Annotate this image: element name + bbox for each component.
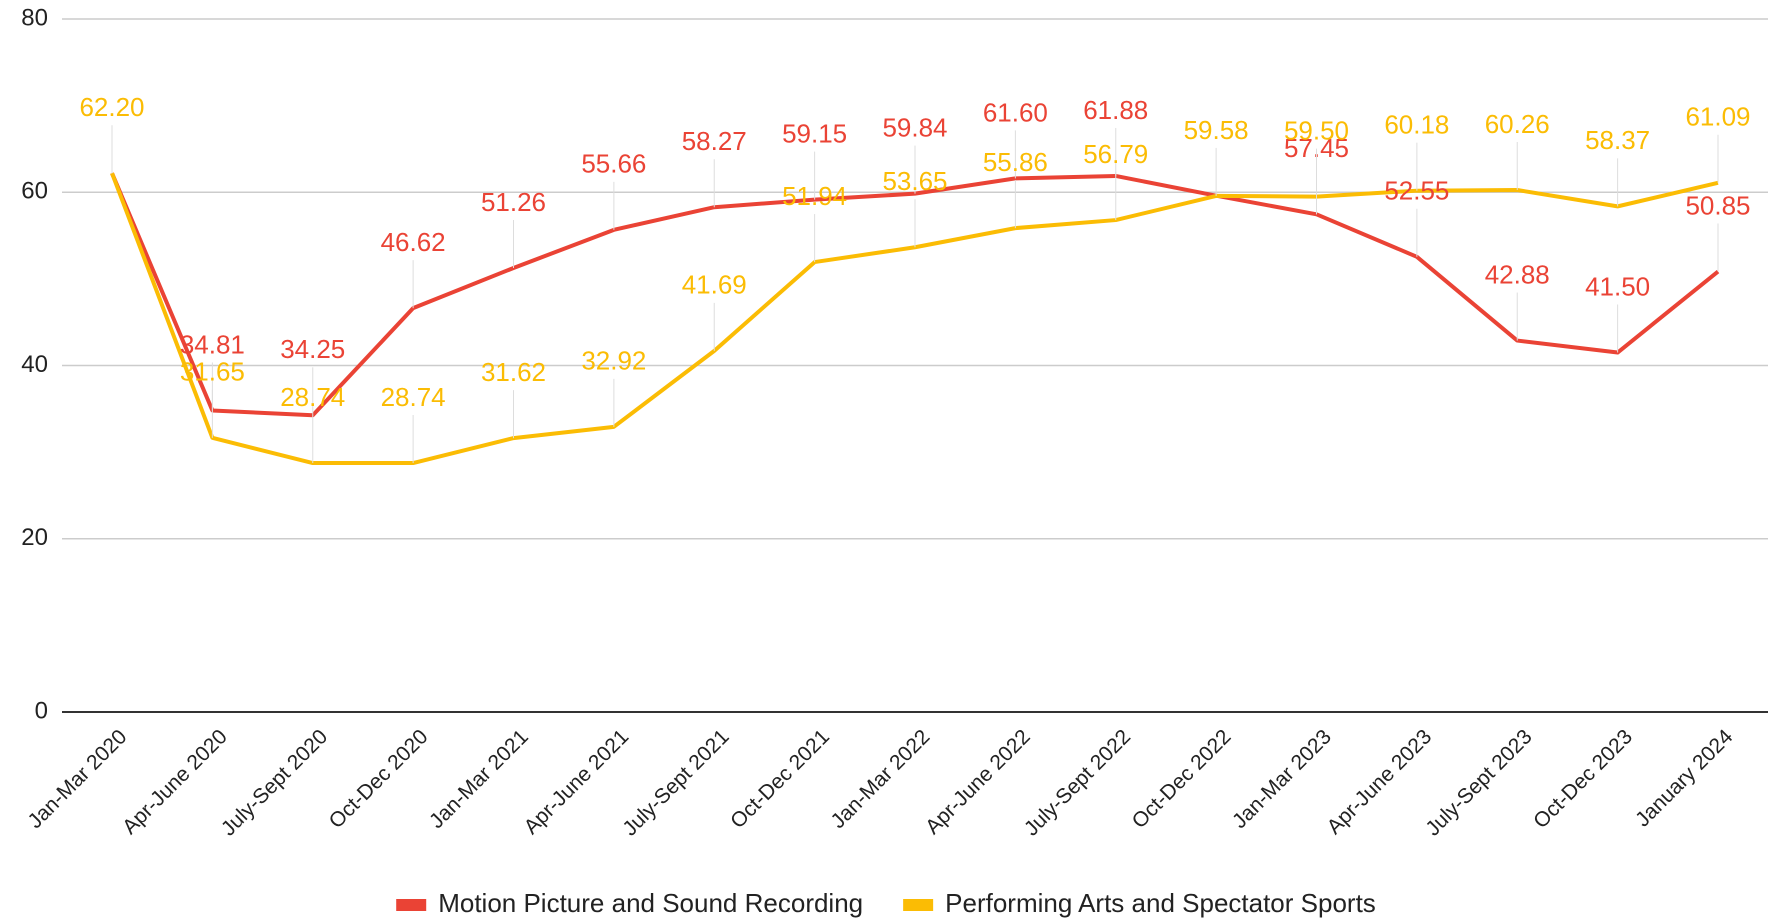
legend-swatch [396, 899, 427, 911]
series-line [110, 172, 1719, 466]
data-label: 62.20 [79, 92, 144, 122]
x-tick-label: Oct-Dec 2022 [1128, 725, 1236, 833]
data-label: 46.62 [381, 227, 446, 257]
x-tick-label: Oct-Dec 2023 [1529, 725, 1637, 833]
x-tick-label: July-Sept 2023 [1421, 725, 1536, 840]
x-tick-label: Jan-Mar 2023 [1228, 725, 1336, 833]
x-tick-label: Apr-June 2020 [118, 725, 232, 839]
data-label: 34.81 [180, 329, 245, 359]
data-label: 61.09 [1685, 102, 1750, 132]
data-label: 41.50 [1585, 271, 1650, 301]
legend-swatch [903, 899, 934, 911]
data-label: 59.15 [782, 118, 847, 148]
x-tick-label: Jan-Mar 2022 [827, 725, 935, 833]
data-label: 59.84 [882, 113, 947, 143]
x-tick-label: Apr-June 2022 [921, 725, 1035, 839]
data-label: 42.88 [1485, 259, 1550, 289]
legend-label: Motion Picture and Sound Recording [438, 888, 863, 918]
data-label: 56.79 [1083, 139, 1148, 169]
x-tick-label: Oct-Dec 2020 [325, 725, 433, 833]
data-label: 60.18 [1384, 110, 1449, 140]
y-tick-label: 20 [21, 524, 48, 551]
data-label: 34.25 [280, 334, 345, 364]
data-label: 61.60 [983, 97, 1048, 127]
data-label: 50.85 [1685, 190, 1750, 220]
data-label: 31.65 [180, 357, 245, 387]
data-label: 51.26 [481, 187, 546, 217]
data-label: 59.58 [1184, 115, 1249, 145]
x-tick-label: Jan-Mar 2020 [24, 725, 132, 833]
data-label: 41.69 [682, 270, 747, 300]
data-label: 28.74 [280, 382, 345, 412]
x-tick-label: Jan-Mar 2021 [425, 725, 533, 833]
data-label: 59.50 [1284, 115, 1349, 145]
y-tick-label: 40 [21, 351, 48, 378]
data-label: 61.88 [1083, 95, 1148, 125]
data-label: 55.66 [581, 149, 646, 179]
x-tick-label: July-Sept 2022 [1020, 725, 1135, 840]
x-tick-label: Apr-June 2021 [520, 725, 634, 839]
data-label: 60.26 [1485, 109, 1550, 139]
x-tick-label: Apr-June 2023 [1323, 725, 1437, 839]
data-label: 58.27 [682, 126, 747, 156]
data-label: 28.74 [381, 382, 446, 412]
data-label: 51.94 [782, 181, 847, 211]
legend-label: Performing Arts and Spectator Sports [945, 888, 1376, 918]
x-tick-label: July-Sept 2021 [618, 725, 733, 840]
data-label: 55.86 [983, 147, 1048, 177]
legend: Motion Picture and Sound Recording Perfor… [396, 888, 1376, 918]
y-tick-label: 80 [21, 4, 48, 31]
x-tick-label: July-Sept 2020 [217, 725, 332, 840]
data-label: 32.92 [581, 346, 646, 376]
x-tick-label: January 2024 [1631, 725, 1737, 831]
y-tick-label: 60 [21, 178, 48, 205]
x-tick-label: Oct-Dec 2021 [726, 725, 834, 833]
data-label: 58.37 [1585, 125, 1650, 155]
data-label: 31.62 [481, 357, 546, 387]
y-tick-label: 0 [35, 697, 48, 724]
data-label: 53.65 [882, 166, 947, 196]
